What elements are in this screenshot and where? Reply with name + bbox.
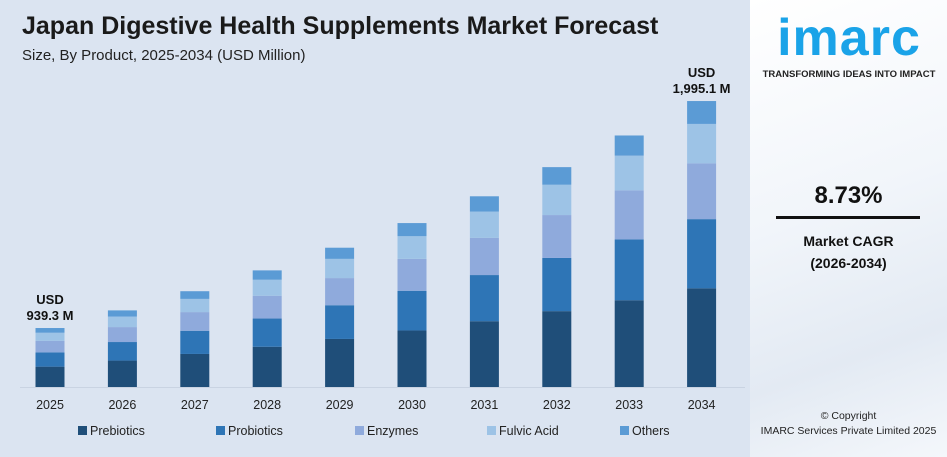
imarc-logo: imarc TRANSFORMING IDEAS INTO IMPACT: [758, 12, 940, 80]
bar-segment-prebiotics-2033: [614, 300, 644, 387]
bar-segment-prebiotics-2025: [35, 366, 65, 387]
cagr-value: 8.73%: [814, 182, 883, 209]
total-label-currency: USD: [688, 65, 715, 80]
bar-segment-probiotics-2034: [687, 219, 717, 289]
cagr-period: (2026-2034): [810, 255, 887, 271]
bar-segment-enzymes-2027: [180, 312, 210, 331]
chart-subtitle: Size, By Product, 2025-2034 (USD Million…: [22, 47, 306, 64]
bar-segment-others-2030: [397, 223, 427, 237]
bar-segment-enzymes-2031: [469, 237, 499, 276]
bar-segment-others-2031: [469, 196, 499, 212]
logo-wordmark: imarc: [777, 9, 921, 67]
bar-segment-prebiotics-2029: [325, 338, 355, 387]
bar-segment-fulvic-acid-2030: [397, 236, 427, 259]
bar-segment-probiotics-2031: [469, 275, 499, 322]
total-label-value: 1,995.1 M: [673, 81, 731, 96]
bar-segment-others-2026: [107, 310, 137, 317]
total-label-currency: USD: [36, 292, 63, 307]
x-tick-label: 2026: [108, 398, 136, 412]
bar-segment-others-2025: [35, 328, 65, 333]
x-tick-label: 2032: [543, 398, 571, 412]
copyright-line1: © Copyright: [820, 410, 877, 422]
bar-segment-probiotics-2030: [397, 290, 427, 331]
bar-segment-fulvic-acid-2034: [687, 123, 717, 164]
bar-segment-others-2033: [614, 135, 644, 156]
x-tick-label: 2034: [688, 398, 716, 412]
bar-segment-probiotics-2033: [614, 239, 644, 301]
legend-swatch: [487, 426, 496, 435]
x-tick-label: 2025: [36, 398, 64, 412]
legend-swatch: [78, 426, 87, 435]
brand-panel: [750, 0, 947, 457]
bar-segment-others-2029: [325, 247, 355, 259]
bar-segment-enzymes-2030: [397, 258, 427, 291]
bar-segment-enzymes-2033: [614, 190, 644, 240]
cagr-label-text: Market CAGR: [803, 233, 894, 249]
bar-segment-prebiotics-2032: [542, 311, 572, 387]
x-tick-label: 2028: [253, 398, 281, 412]
legend-swatch: [620, 426, 629, 435]
bar-segment-others-2027: [180, 291, 210, 299]
bar-segment-prebiotics-2028: [252, 346, 282, 387]
bar-segment-fulvic-acid-2028: [252, 279, 282, 296]
cagr-divider: [776, 216, 920, 219]
bar-segment-probiotics-2027: [180, 330, 210, 354]
bar-segment-prebiotics-2031: [469, 321, 499, 387]
bar-segment-prebiotics-2034: [687, 288, 717, 387]
bar-segment-prebiotics-2030: [397, 330, 427, 387]
bar-segment-fulvic-acid-2031: [469, 211, 499, 238]
logo-tagline: TRANSFORMING IDEAS INTO IMPACT: [762, 69, 936, 80]
bar-segment-enzymes-2028: [252, 295, 282, 319]
legend-label: Enzymes: [367, 424, 418, 438]
legend-label: Fulvic Acid: [499, 424, 559, 438]
bar-segment-probiotics-2025: [35, 352, 65, 367]
bar-segment-prebiotics-2026: [107, 360, 137, 387]
legend-swatch: [355, 426, 364, 435]
x-tick-label: 2030: [398, 398, 426, 412]
bar-segment-fulvic-acid-2033: [614, 155, 644, 191]
bar-segment-fulvic-acid-2027: [180, 298, 210, 313]
cagr-label: Market CAGR (2026-2034): [750, 230, 947, 274]
bar-segment-prebiotics-2027: [180, 353, 210, 387]
bar-segment-probiotics-2028: [252, 318, 282, 347]
legend-swatch: [216, 426, 225, 435]
bar-segment-fulvic-acid-2032: [542, 184, 572, 216]
bar-segment-enzymes-2025: [35, 340, 65, 353]
bar-segment-others-2034: [687, 101, 717, 124]
copyright: © Copyright IMARC Services Private Limit…: [750, 409, 947, 439]
total-label-value: 939.3 M: [27, 308, 74, 323]
legend-label: Others: [632, 424, 670, 438]
x-tick-label: 2029: [326, 398, 354, 412]
x-tick-label: 2031: [470, 398, 498, 412]
chart-title: Japan Digestive Health Supplements Marke…: [22, 12, 659, 40]
bar-segment-fulvic-acid-2025: [35, 332, 65, 341]
copyright-line2: IMARC Services Private Limited 2025: [760, 425, 937, 437]
bar-segment-enzymes-2029: [325, 278, 355, 306]
bar-segment-fulvic-acid-2026: [107, 316, 137, 328]
legend-label: Probiotics: [228, 424, 283, 438]
bar-segment-probiotics-2029: [325, 305, 355, 339]
bar-segment-probiotics-2032: [542, 257, 572, 312]
bar-segment-probiotics-2026: [107, 342, 137, 361]
bar-segment-enzymes-2034: [687, 163, 717, 220]
bar-segment-enzymes-2026: [107, 327, 137, 343]
bar-segment-others-2028: [252, 270, 282, 280]
bar-segment-others-2032: [542, 167, 572, 185]
legend-label: Prebiotics: [90, 424, 145, 438]
bar-segment-enzymes-2032: [542, 215, 572, 258]
x-tick-label: 2033: [615, 398, 643, 412]
x-tick-label: 2027: [181, 398, 209, 412]
bar-segment-fulvic-acid-2029: [325, 258, 355, 279]
